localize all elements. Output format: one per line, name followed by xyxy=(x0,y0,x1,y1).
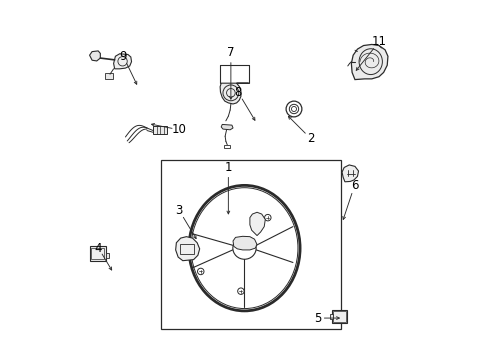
Bar xyxy=(332,310,346,323)
Text: 2: 2 xyxy=(306,132,314,145)
Text: 6: 6 xyxy=(350,179,358,192)
Text: 10: 10 xyxy=(171,123,186,136)
Text: 5: 5 xyxy=(314,311,321,325)
Bar xyxy=(91,248,104,259)
Bar xyxy=(161,160,340,329)
Text: 9: 9 xyxy=(119,50,127,63)
Polygon shape xyxy=(351,44,387,80)
Text: 11: 11 xyxy=(371,35,386,49)
Bar xyxy=(89,246,105,261)
Bar xyxy=(153,126,166,134)
Polygon shape xyxy=(175,237,199,261)
Bar xyxy=(105,253,108,258)
Bar xyxy=(333,311,346,321)
Polygon shape xyxy=(113,54,131,69)
Polygon shape xyxy=(220,83,248,104)
Bar xyxy=(224,145,229,148)
Bar xyxy=(105,73,113,79)
Bar xyxy=(329,314,332,319)
Polygon shape xyxy=(249,212,265,235)
Bar xyxy=(180,244,193,254)
Polygon shape xyxy=(341,165,358,182)
Text: 3: 3 xyxy=(175,204,183,217)
Text: 4: 4 xyxy=(95,242,102,255)
Text: 8: 8 xyxy=(234,86,241,99)
Text: 1: 1 xyxy=(224,161,232,174)
Polygon shape xyxy=(89,51,100,61)
Text: 7: 7 xyxy=(226,46,234,59)
Polygon shape xyxy=(233,236,257,250)
Polygon shape xyxy=(221,125,233,130)
